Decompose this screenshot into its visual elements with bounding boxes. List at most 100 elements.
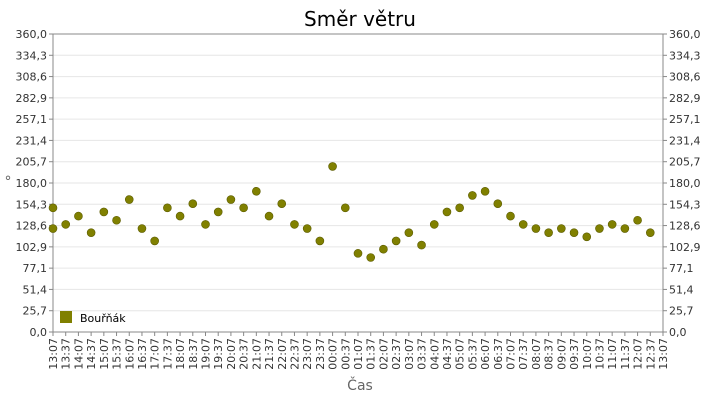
data-point (86, 228, 96, 237)
data-point (633, 215, 642, 225)
x-tick-label: 21:37 (263, 338, 276, 370)
data-point (429, 220, 439, 229)
x-tick-label: 19:07 (200, 338, 213, 370)
data-point (620, 224, 630, 233)
chart-title: Směr větru (304, 7, 416, 31)
data-point (175, 211, 185, 221)
data-point (188, 199, 198, 208)
data-point (506, 211, 515, 221)
data-point (239, 203, 248, 213)
data-point (442, 207, 452, 217)
x-tick-label: 08:37 (543, 338, 556, 370)
grid-lines (53, 33, 663, 333)
x-axis-title: Čas (347, 376, 373, 394)
x-tick-label: 23:07 (301, 338, 314, 370)
x-tick-label: 12:07 (632, 338, 645, 370)
x-tick-label: 13:07 (47, 338, 60, 370)
y-tick-label: 282,9 (16, 92, 48, 105)
x-tick-label: 04:37 (441, 338, 454, 370)
y-tick-label: 0,0 (30, 326, 48, 339)
x-axis: 13:07 13:37 14:07 14:37 15:07 15:37 16:07 16:37… (47, 332, 670, 370)
y-tick-label: 257,1 (16, 113, 48, 126)
data-point (518, 220, 528, 229)
data-point (201, 220, 210, 229)
y-axis-title: ° (5, 174, 12, 190)
y-tick-label: 0,0 (669, 326, 687, 339)
data-point (404, 228, 414, 237)
data-point (48, 224, 58, 233)
data-point (124, 195, 134, 204)
y-tick-label: 77,1 (669, 262, 694, 275)
y-tick-label: 180,0 (16, 177, 48, 190)
y-tick-label: 205,7 (669, 156, 701, 169)
data-point (480, 186, 490, 196)
x-tick-label: 03:37 (416, 338, 429, 370)
data-point (328, 162, 337, 171)
x-tick-label: 22:37 (288, 338, 301, 370)
legend-label: Bouřňák (80, 312, 126, 325)
data-point (366, 253, 376, 262)
x-tick-label: 20:37 (238, 338, 251, 370)
y-tick-label: 205,7 (16, 156, 48, 169)
x-tick-label: 00:07 (327, 338, 340, 370)
x-tick-label: 02:07 (377, 338, 390, 370)
x-tick-label: 18:07 (174, 338, 187, 370)
data-point (302, 224, 312, 233)
x-tick-label: 19:37 (212, 338, 225, 370)
y-tick-label: 308,6 (16, 71, 48, 84)
x-tick-label: 06:37 (492, 338, 505, 370)
y-tick-label: 334,3 (16, 49, 48, 62)
y-tick-label: 25,7 (23, 305, 48, 318)
x-tick-label: 14:07 (72, 338, 85, 370)
y-tick-label: 308,6 (669, 71, 701, 84)
data-point (213, 207, 223, 217)
data-point (607, 220, 617, 229)
data-points (48, 162, 655, 262)
y-tick-label: 334,3 (669, 49, 701, 62)
y-axis-right: 0,0 25,7 51,4 77,1 102,9 128,6 154,3 180,0 205,7… (663, 28, 701, 339)
data-point (163, 203, 172, 213)
x-tick-label: 11:37 (619, 338, 632, 370)
x-tick-label: 11:07 (606, 338, 619, 370)
x-tick-label: 07:37 (517, 338, 530, 370)
data-point (645, 228, 655, 237)
y-tick-label: 128,6 (669, 220, 701, 233)
x-tick-label: 03:07 (403, 338, 416, 370)
data-point (353, 249, 363, 258)
x-tick-label: 20:07 (225, 338, 238, 370)
x-tick-label: 02:37 (390, 338, 403, 370)
y-tick-label: 102,9 (669, 241, 701, 254)
data-point (137, 224, 147, 233)
y-tick-label: 282,9 (669, 92, 701, 105)
data-point (74, 211, 83, 221)
x-tick-label: 01:07 (352, 338, 365, 370)
legend: Bouřňák (60, 311, 126, 325)
x-tick-label: 05:07 (454, 338, 467, 370)
x-tick-label: 05:37 (466, 338, 479, 370)
data-point (417, 240, 426, 250)
y-tick-label: 102,9 (16, 241, 48, 254)
data-point (99, 207, 109, 217)
x-tick-label: 10:37 (593, 338, 606, 370)
data-point (290, 220, 299, 229)
data-point (226, 195, 236, 204)
data-point (61, 220, 71, 229)
x-tick-label: 16:07 (123, 338, 136, 370)
y-tick-label: 77,1 (23, 262, 48, 275)
x-tick-label: 21:07 (250, 338, 263, 370)
data-point (544, 228, 553, 237)
x-tick-label: 22:07 (276, 338, 289, 370)
data-point (391, 236, 401, 246)
data-point (264, 211, 274, 221)
data-point (557, 224, 566, 233)
y-tick-label: 257,1 (669, 113, 701, 126)
data-point (150, 236, 159, 246)
x-tick-label: 15:07 (98, 338, 111, 370)
x-tick-label: 14:37 (85, 338, 98, 370)
data-point (315, 236, 325, 246)
y-tick-label: 51,4 (23, 283, 48, 296)
data-point (112, 215, 121, 225)
data-point (252, 186, 261, 196)
x-tick-label: 18:37 (187, 338, 200, 370)
data-point (455, 203, 464, 213)
